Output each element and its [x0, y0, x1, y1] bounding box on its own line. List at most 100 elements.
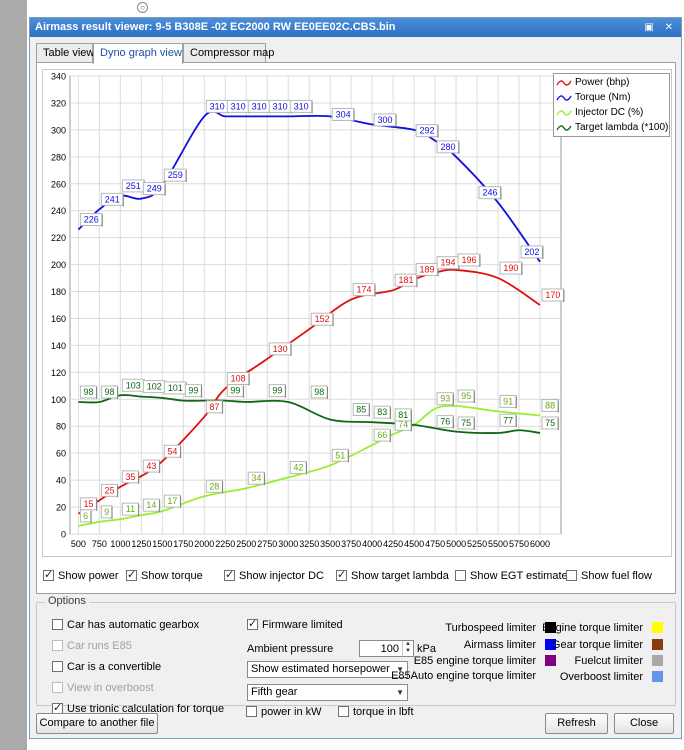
torque-data-label: 310 — [252, 101, 267, 111]
checkbox-icon[interactable] — [246, 706, 257, 717]
target-lambda-data-label: 103 — [126, 380, 141, 390]
close-button[interactable]: Close — [614, 713, 674, 734]
overboost-limiter-swatch — [652, 671, 663, 682]
show-torque-checkbox[interactable]: Show torque — [126, 568, 203, 586]
airmass-result-window: Airmass result viewer: 9-5 B308E -02 EC2… — [29, 17, 682, 739]
legend-item-injector: Injector DC (%) — [556, 106, 668, 121]
injector-dc-data-label: 42 — [293, 462, 303, 472]
overboost-limiter-label: Overboost limiter — [559, 671, 643, 683]
checkbox-icon[interactable] — [43, 568, 54, 581]
power-kw-checkbox[interactable]: power in kW — [246, 706, 322, 718]
airmass-limiter-label: Airmass limiter — [463, 639, 536, 651]
legend-lambda-label: Target lambda (*100) — [575, 122, 669, 133]
ambient-pressure-value: 100 — [380, 643, 399, 655]
target-lambda-data-label: 99 — [230, 386, 240, 396]
runs-e85-label: Car runs E85 — [67, 640, 132, 652]
checkbox-icon[interactable] — [336, 568, 347, 581]
checkbox-icon[interactable] — [455, 570, 466, 581]
pin-icon: ○ — [137, 2, 148, 13]
automatic-gearbox-checkbox[interactable]: Car has automatic gearbox — [52, 619, 199, 631]
x-tick-label: 1000 — [110, 539, 130, 549]
torque-lbft-checkbox[interactable]: torque in lbft — [338, 706, 414, 718]
e85-engine-torque-limiter-label: E85 engine torque limiter — [413, 655, 536, 667]
torque-data-label: 280 — [440, 142, 455, 152]
window-pin-close-icon[interactable]: ▣ ✕ — [644, 22, 677, 33]
engine-torque-limiter-swatch — [652, 622, 663, 633]
horsepower-select-value: Show estimated horsepower — [251, 663, 390, 675]
compare-file-button[interactable]: Compare to another file — [36, 713, 158, 734]
legend-torque-label: Torque (Nm) — [575, 92, 631, 103]
firmware-limited-checkbox[interactable]: Firmware limited — [247, 617, 343, 631]
injector-dc-data-label: 91 — [503, 396, 513, 406]
power-data-label: 170 — [545, 290, 560, 300]
checkbox-icon[interactable] — [126, 568, 137, 581]
dyno-chart-svg: 0 20 40 60 80 100 120 140 160 180 200 220 240 260 280 3… — [51, 72, 565, 549]
trionic-calc-label: Use trionic calculation for torque — [67, 703, 225, 715]
y-tick-label: 180 — [51, 287, 66, 297]
y-tick-label: 40 — [56, 476, 66, 486]
left-edge-panel — [0, 0, 27, 750]
show-power-label: Show power — [58, 570, 119, 582]
tab-dyno-graph-view[interactable]: Dyno graph view — [93, 43, 183, 64]
show-power-checkbox[interactable]: Show power — [43, 568, 119, 586]
legend-injector-label: Injector DC (%) — [575, 107, 644, 118]
tab-table-view[interactable]: Table view — [36, 43, 94, 63]
target-lambda-data-label: 85 — [356, 405, 366, 415]
injector-dc-data-label: 11 — [126, 504, 135, 514]
top-edge-panel: ○ — [27, 0, 684, 18]
checkbox-icon[interactable] — [338, 706, 349, 717]
show-target-lambda-checkbox[interactable]: Show target lambda — [336, 568, 449, 586]
gear-select[interactable]: Fifth gear ▼ — [247, 684, 408, 701]
chart-legend: Power (bhp) Torque (Nm) Injector DC (%) … — [553, 73, 670, 137]
y-tick-label: 140 — [51, 341, 66, 351]
horsepower-select[interactable]: Show estimated horsepower ▼ — [247, 661, 408, 678]
ambient-pressure-input[interactable]: 100 ▲ ▼ — [359, 640, 414, 657]
injector-dc-data-label: 74 — [398, 419, 408, 429]
show-injector-dc-checkbox[interactable]: Show injector DC — [224, 568, 324, 586]
show-egt-estimate-checkbox[interactable]: Show EGT estimate — [455, 570, 568, 586]
checkbox-icon[interactable] — [224, 568, 235, 581]
x-tick-label: 1250 — [131, 539, 151, 549]
torque-data-label: 202 — [524, 247, 539, 257]
show-fuel-flow-checkbox[interactable]: Show fuel flow — [566, 570, 652, 586]
gear-select-value: Fifth gear — [251, 686, 298, 698]
checkbox-icon — [52, 640, 63, 651]
show-fuel-flow-label: Show fuel flow — [581, 570, 652, 582]
e85auto-engine-torque-limiter-label: E85Auto engine torque limiter — [391, 670, 536, 682]
torque-data-label: 310 — [273, 101, 288, 111]
x-tick-label: 5750 — [509, 539, 529, 549]
engine-torque-limiter-label: Engine torque limiter — [542, 622, 643, 634]
overboost-checkbox: View in overboost — [52, 682, 154, 694]
checkbox-icon[interactable] — [52, 619, 63, 630]
y-tick-label: 80 — [56, 422, 66, 432]
x-tick-label: 2750 — [257, 539, 277, 549]
fuelcut-limiter-label: Fuelcut limiter — [574, 655, 643, 667]
torque-data-label: 246 — [482, 188, 497, 198]
checkbox-icon[interactable] — [566, 570, 577, 581]
y-tick-label: 220 — [51, 233, 66, 243]
y-tick-label: 340 — [51, 72, 66, 82]
injector-dc-data-label: 17 — [167, 496, 177, 506]
y-tick-label: 300 — [51, 125, 66, 135]
chevron-down-icon: ▼ — [396, 665, 404, 674]
y-tick-label: 320 — [51, 98, 66, 108]
y-tick-label: 0 — [61, 530, 66, 540]
target-lambda-data-label: 101 — [168, 383, 183, 393]
target-lambda-data-label: 76 — [440, 417, 450, 427]
options-group-title: Options — [45, 595, 89, 607]
torque-data-label: 300 — [378, 115, 393, 125]
dyno-chart: 0 20 40 60 80 100 120 140 160 180 200 220 240 260 280 3… — [42, 69, 672, 557]
tab-compressor-map[interactable]: Compressor map — [183, 43, 274, 63]
power-data-label: 87 — [209, 402, 219, 412]
injector-dc-data-label: 88 — [545, 400, 555, 410]
x-tick-label: 1750 — [173, 539, 193, 549]
convertible-checkbox[interactable]: Car is a convertible — [52, 661, 161, 673]
legend-item-torque: Torque (Nm) — [556, 91, 668, 106]
spinner-arrows-icon[interactable]: ▲ ▼ — [402, 641, 413, 656]
e85-engine-torque-limiter-swatch — [545, 655, 556, 666]
injector-dc-data-label: 95 — [461, 391, 471, 401]
target-lambda-data-label: 75 — [461, 418, 471, 428]
checkbox-icon[interactable] — [52, 661, 63, 672]
refresh-button[interactable]: Refresh — [545, 713, 608, 734]
checkbox-icon[interactable] — [247, 617, 258, 630]
